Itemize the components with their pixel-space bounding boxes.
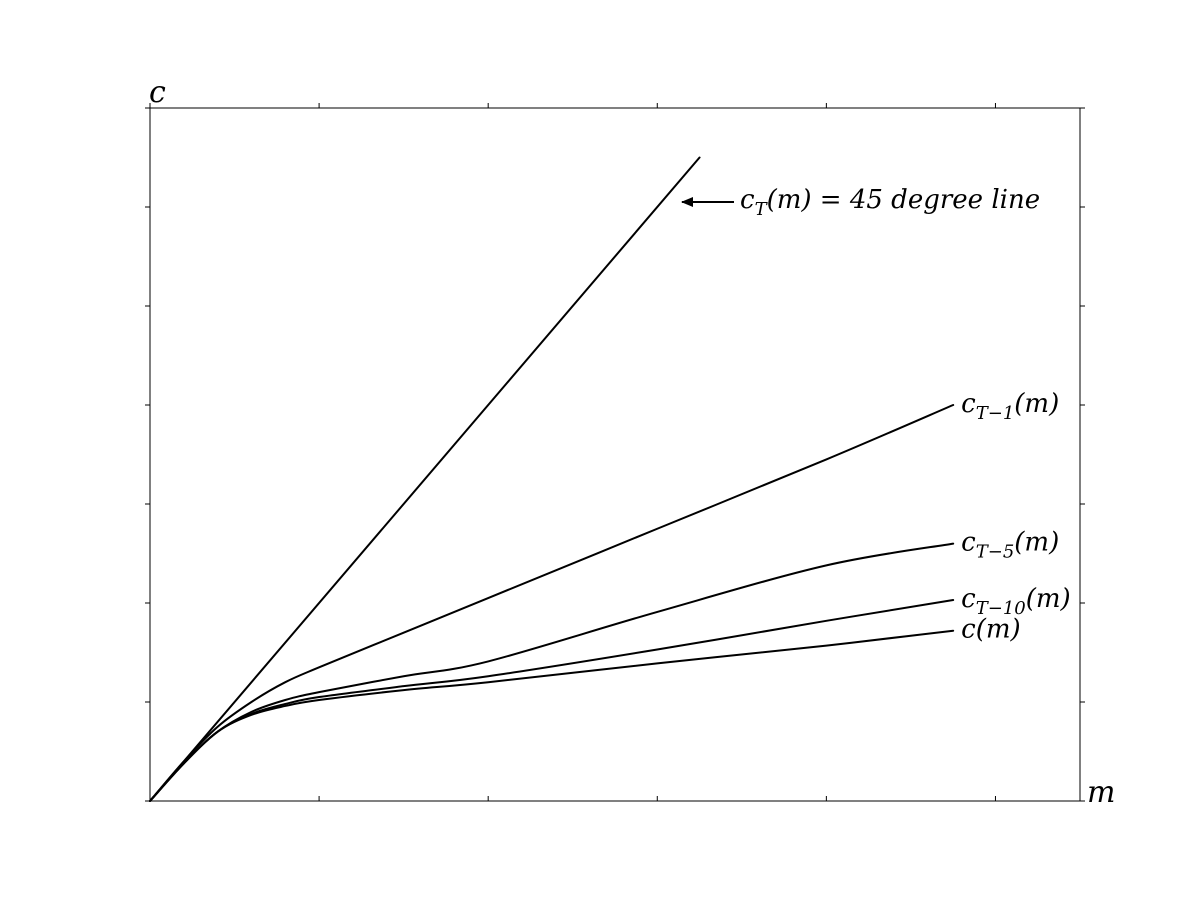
series-label-base: c [961, 584, 976, 614]
series-label-subscript: T−5 [976, 542, 1015, 563]
series-line-c-t-5-m [149, 542, 955, 802]
plot-frame [149, 107, 1081, 802]
x-axis-label: m [1087, 775, 1115, 810]
series-label-subscript: T−10 [976, 598, 1026, 619]
series-label-subscript: T−1 [976, 403, 1015, 424]
series-line-c-t-10-m [149, 599, 955, 802]
series-line-c-t-1-m [149, 404, 955, 802]
series-label-c-t-1-m: cT−1(m) [961, 389, 1059, 424]
series-label-base: c [961, 389, 976, 419]
series-label-c-t-m-45-degree-line: cT(m) = 45 degree line [740, 185, 1040, 220]
series-label-rest: (m) [1026, 584, 1071, 614]
series-labels: cT(m) = 45 degree linecT−1(m)cT−5(m)cT−1… [681, 185, 1071, 645]
series-label-base: c [961, 615, 976, 645]
series-label-rest: (m) = 45 degree line [767, 185, 1041, 215]
series-label-subscript: T [755, 199, 769, 220]
series-label-rest: (m) [976, 615, 1021, 645]
series-label-c-t-10-m: cT−10(m) [961, 584, 1071, 619]
series-label-base: c [961, 528, 976, 558]
series-line-c-m [149, 629, 955, 802]
series-label-c-t-5-m: cT−5(m) [961, 528, 1059, 563]
y-axis-label: c [149, 75, 166, 110]
series-label-rest: (m) [1014, 528, 1059, 558]
series-label-rest: (m) [1014, 389, 1059, 419]
series-label-c-m: c(m) [961, 615, 1021, 645]
series-line-c-t-m-45-degree-line [149, 156, 701, 802]
series-lines [149, 156, 955, 802]
series-label-base: c [740, 185, 755, 215]
